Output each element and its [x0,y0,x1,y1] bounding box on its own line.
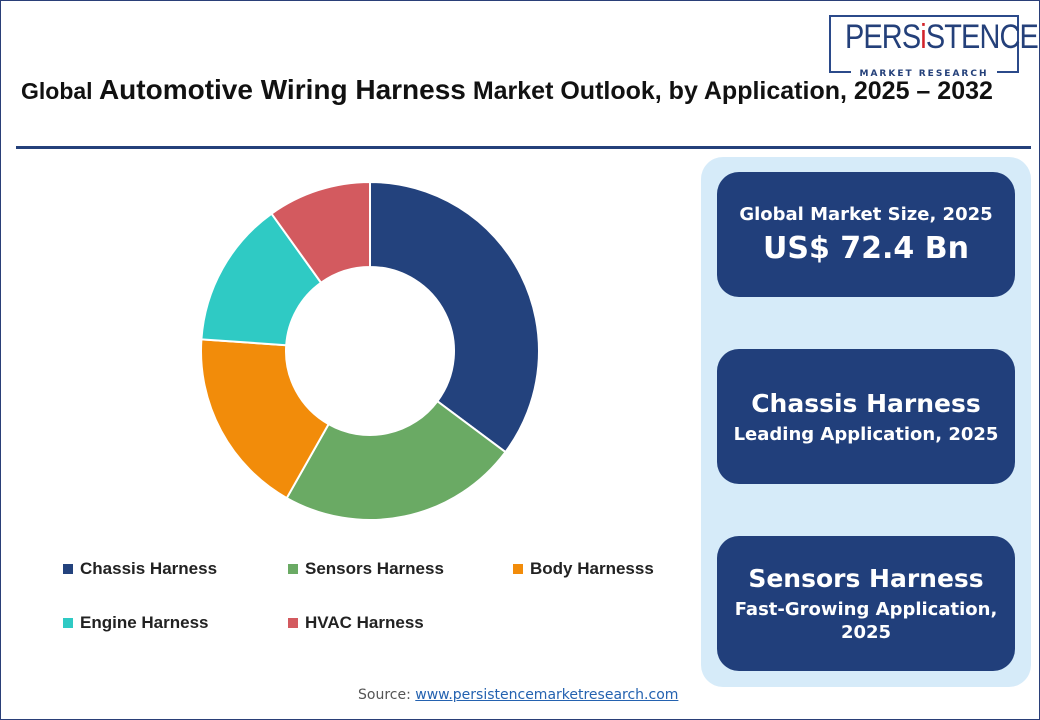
legend-label: Chassis Harness [80,559,218,578]
fast-growing-label: Fast-Growing Application, [734,599,998,620]
legend-label: Body Harnesss [530,559,654,578]
source-note: Source: www.persistencemarketresearch.co… [358,687,678,703]
market-size-label: Global Market Size, 2025 [739,203,993,225]
title-divider [16,146,1031,149]
persistence-logo: PERSiSTENCE MARKET RESEARCH [829,15,1039,79]
donut-slice-chassis-harness [369,180,540,454]
donut-slice-hvac-harness [270,180,371,285]
legend-item: Chassis Harness [63,559,217,579]
source-label: Source: [358,687,416,703]
legend-label: Engine Harness [80,613,209,632]
legend-label: HVAC Harness [305,613,424,632]
leading-application-name: Chassis Harness [751,388,981,418]
leading-application-card: Chassis Harness Leading Application, 202… [717,349,1015,484]
legend-item: HVAC Harness [288,613,424,633]
legend-swatch [63,564,73,574]
donut-slice-sensors-harness [285,399,507,521]
market-size-card: Global Market Size, 2025 US$ 72.4 Bn [717,172,1015,297]
fast-growing-name: Sensors Harness [748,564,984,593]
legend-swatch [288,618,298,628]
donut-chart [200,180,540,521]
legend-swatch [288,564,298,574]
donut-slice-body-harnesss [200,338,330,500]
legend-item: Engine Harness [63,613,209,633]
source-link[interactable]: www.persistencemarketresearch.com [415,687,679,703]
legend-item: Body Harnesss [513,559,654,579]
legend-item: Sensors Harness [288,559,444,579]
leading-application-label: Leading Application, 2025 [733,423,999,445]
market-size-value: US$ 72.4 Bn [763,230,969,266]
legend-swatch [63,618,73,628]
page-title: Global Automotive Wiring Harness Market … [21,74,993,105]
legend-label: Sensors Harness [305,559,444,578]
fast-growing-year: 2025 [840,622,892,643]
fast-growing-card: Sensors Harness Fast-Growing Application… [717,536,1015,671]
legend-swatch [513,564,523,574]
